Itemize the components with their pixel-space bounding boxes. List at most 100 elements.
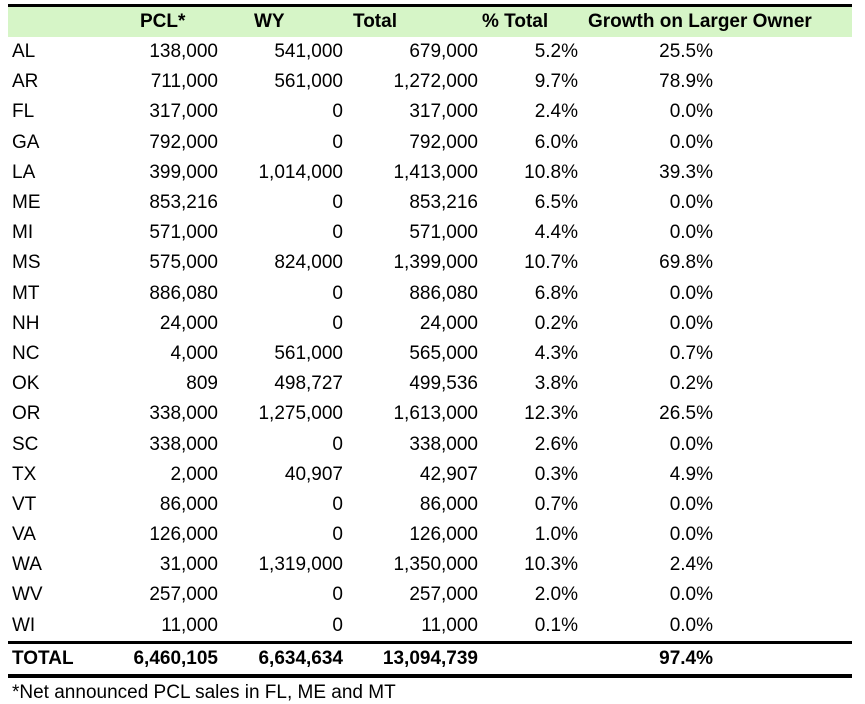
cell-state: SC — [12, 433, 39, 455]
cell-total: 571,000 — [409, 222, 478, 244]
cell-total: 257,000 — [409, 584, 478, 606]
total-wy: 6,634,634 — [218, 640, 343, 678]
row-spacer — [713, 550, 852, 580]
cell-total: 1,272,000 — [393, 71, 478, 93]
cell-total: 1,413,000 — [393, 161, 478, 183]
cell-total: 565,000 — [409, 342, 478, 364]
table-row: WI 11,000 0 11,000 0.1% 0.0% — [8, 611, 852, 643]
cell-pcl: 338,000 — [149, 403, 218, 425]
cell-growth: 0.0% — [669, 192, 713, 214]
cell-wy: 0 — [332, 433, 343, 455]
cell-pct-total: 1.0% — [534, 524, 578, 546]
row-spacer — [713, 580, 852, 610]
cell-state: LA — [12, 161, 36, 183]
cell-pcl: 571,000 — [149, 222, 218, 244]
cell-wy: 1,319,000 — [258, 554, 343, 576]
cell-pct-total: 6.8% — [534, 282, 578, 304]
cell-pcl: 31,000 — [159, 554, 218, 576]
header-pct-total: % Total — [482, 11, 549, 32]
total-spacer — [713, 640, 852, 678]
cell-pct-total: 0.1% — [534, 614, 578, 636]
row-spacer — [713, 279, 852, 309]
cell-state: MT — [12, 282, 40, 304]
header-growth: Growth on Larger Owner — [588, 11, 812, 32]
cell-state: TX — [12, 463, 37, 485]
header-row: PCL* WY Total % Total Growth on Larger O… — [8, 7, 852, 37]
header-wy: WY — [254, 11, 285, 32]
row-spacer — [713, 128, 852, 158]
cell-pcl: 575,000 — [149, 252, 218, 274]
cell-pcl: 257,000 — [149, 584, 218, 606]
cell-growth: 0.0% — [669, 282, 713, 304]
cell-total: 86,000 — [419, 493, 478, 515]
table-row: AR 711,000 561,000 1,272,000 9.7% 78.9% — [8, 67, 852, 97]
cell-state: WV — [12, 584, 43, 606]
row-spacer — [713, 490, 852, 520]
cell-wy: 0 — [332, 282, 343, 304]
cell-wy: 498,727 — [274, 373, 343, 395]
cell-total: 11,000 — [421, 614, 478, 636]
cell-total: 1,350,000 — [393, 554, 478, 576]
row-spacer — [713, 158, 852, 188]
cell-total: 1,613,000 — [393, 403, 478, 425]
footnote: *Net announced PCL sales in FL, ME and M… — [12, 681, 396, 703]
table-row: LA 399,000 1,014,000 1,413,000 10.8% 39.3% — [8, 158, 852, 188]
cell-state: GA — [12, 131, 40, 153]
total-pcl: 6,460,105 — [78, 640, 218, 678]
cell-pct-total: 0.2% — [534, 312, 578, 334]
cell-state: AL — [12, 41, 36, 63]
cell-pcl: 4,000 — [170, 342, 218, 364]
table-row: NH 24,000 0 24,000 0.2% 0.0% — [8, 309, 852, 339]
cell-total: 853,216 — [409, 192, 478, 214]
row-spacer — [713, 369, 852, 399]
cell-growth: 2.4% — [669, 554, 713, 576]
cell-growth: 69.8% — [659, 252, 713, 274]
cell-pct-total: 10.7% — [524, 252, 578, 274]
cell-total: 1,399,000 — [393, 252, 478, 274]
header-state — [8, 7, 78, 37]
cell-wy: 0 — [332, 312, 343, 334]
pcl-wy-table: PCL* WY Total % Total Growth on Larger O… — [8, 7, 852, 678]
cell-pct-total: 2.6% — [534, 433, 578, 455]
row-spacer — [713, 67, 852, 97]
table-row: FL 317,000 0 317,000 2.4% 0.0% — [8, 97, 852, 127]
cell-wy: 1,275,000 — [258, 403, 343, 425]
row-spacer — [713, 460, 852, 490]
row-spacer — [713, 188, 852, 218]
cell-growth: 0.0% — [669, 614, 713, 636]
cell-growth: 78.9% — [659, 71, 713, 93]
cell-pct-total: 12.3% — [524, 403, 578, 425]
cell-pcl: 886,080 — [149, 282, 218, 304]
table-row: OK 809 498,727 499,536 3.8% 0.2% — [8, 369, 852, 399]
cell-total: 338,000 — [409, 433, 478, 455]
cell-total: 886,080 — [409, 282, 478, 304]
cell-pcl: 317,000 — [149, 101, 218, 123]
cell-wy: 40,907 — [284, 463, 343, 485]
table-row: MI 571,000 0 571,000 4.4% 0.0% — [8, 218, 852, 248]
table-container: PCL* WY Total % Total Growth on Larger O… — [8, 4, 852, 704]
cell-growth: 0.0% — [669, 524, 713, 546]
header-pcl: PCL* — [140, 11, 186, 32]
cell-total: 24,000 — [419, 312, 478, 334]
row-spacer — [713, 520, 852, 550]
cell-pct-total: 5.2% — [534, 41, 578, 63]
cell-pcl: 86,000 — [159, 493, 218, 515]
cell-total: 126,000 — [409, 524, 478, 546]
cell-wy: 0 — [332, 493, 343, 515]
cell-growth: 0.0% — [669, 584, 713, 606]
cell-pcl: 711,000 — [150, 71, 218, 93]
total-label: TOTAL — [8, 640, 78, 678]
table-row: MS 575,000 824,000 1,399,000 10.7% 69.8% — [8, 248, 852, 278]
cell-wy: 541,000 — [274, 41, 343, 63]
table-row: AL 138,000 541,000 679,000 5.2% 25.5% — [8, 37, 852, 67]
cell-growth: 0.0% — [669, 493, 713, 515]
cell-pcl: 853,216 — [149, 192, 218, 214]
total-row: TOTAL 6,460,105 6,634,634 13,094,739 97.… — [8, 640, 852, 678]
cell-pct-total: 2.4% — [534, 101, 578, 123]
cell-wy: 561,000 — [274, 71, 343, 93]
cell-wy: 0 — [332, 192, 343, 214]
cell-pct-total: 6.5% — [534, 192, 578, 214]
cell-pct-total: 10.8% — [524, 161, 578, 183]
table-row: SC 338,000 0 338,000 2.6% 0.0% — [8, 429, 852, 459]
cell-state: ME — [12, 192, 41, 214]
